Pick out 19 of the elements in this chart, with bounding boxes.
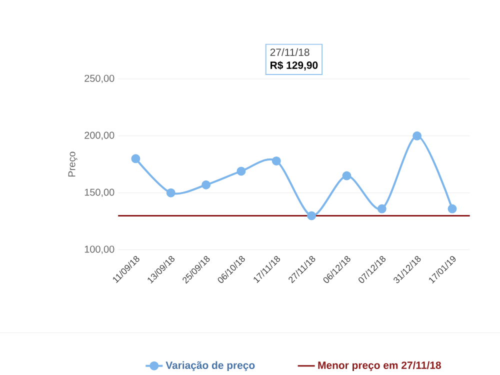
point [342, 171, 352, 180]
y-tick-label: 200,00 [84, 132, 114, 140]
point [377, 204, 386, 214]
point [272, 156, 281, 166]
legend-label: Menor preço em 27/11/18 [318, 361, 441, 372]
point [166, 188, 176, 198]
point [307, 211, 316, 220]
y-axis-title: Preço [68, 152, 78, 177]
y-tick-label: 250,00 [84, 74, 114, 84]
point [202, 180, 211, 190]
point [412, 132, 422, 141]
point [448, 204, 457, 214]
y-tick-label: 100,00 [84, 246, 114, 254]
point [236, 166, 246, 176]
text: 27/11/18 [270, 48, 310, 56]
point [131, 154, 140, 164]
legend-label: Variação de preço [166, 361, 255, 372]
y-tick-label: 150,00 [84, 188, 114, 198]
text: R$ 129,90 [270, 61, 318, 71]
